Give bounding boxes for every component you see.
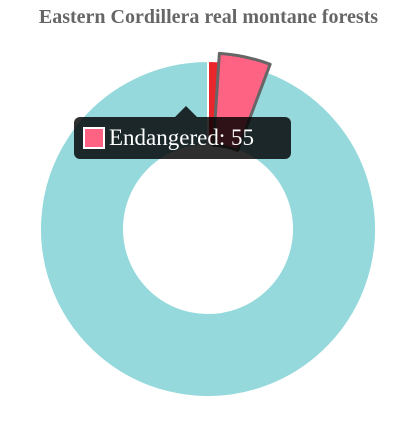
tooltip-label: Endangered: 55 — [109, 125, 254, 150]
chart-tooltip: Endangered: 55 — [74, 117, 291, 159]
tooltip-arrow — [175, 106, 197, 117]
tooltip-color-swatch — [83, 127, 105, 149]
chart-title: Eastern Cordillera real montane forests — [38, 6, 379, 28]
